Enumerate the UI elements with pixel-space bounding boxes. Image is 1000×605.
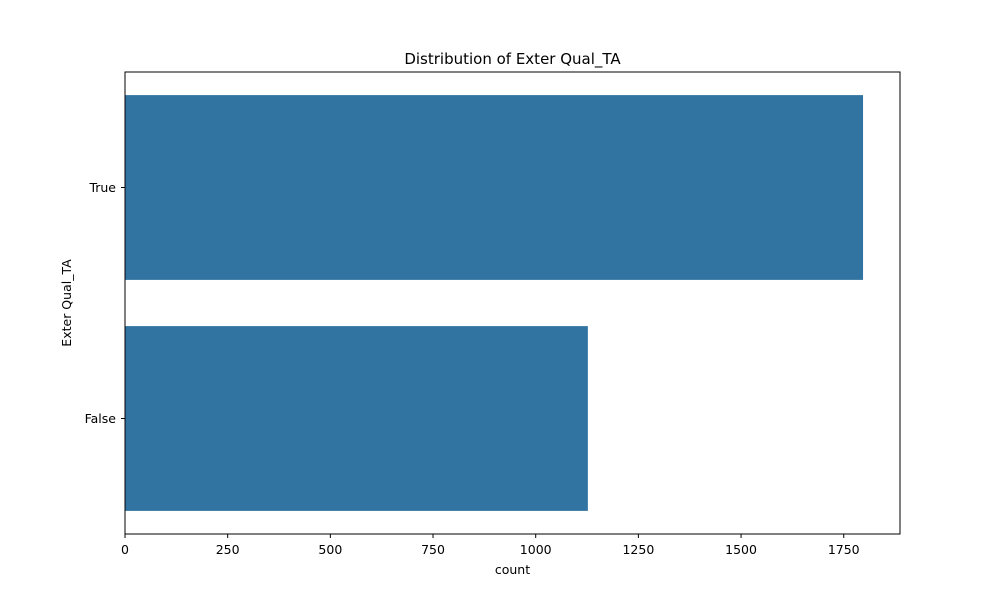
chart-title: Distribution of Exter Qual_TA [404,50,621,69]
y-axis-ticks: True False [85,180,125,426]
x-axis-ticks: 0 250 500 750 1000 1250 1500 1750 [121,534,860,557]
bars-layer [125,95,864,511]
x-tick-label: 750 [421,542,445,557]
x-tick-label: 1500 [725,542,757,557]
x-tick-label: 1000 [520,542,552,557]
x-tick-label: 1750 [828,542,860,557]
y-tick-label: True [88,180,116,195]
bar-false [125,326,588,511]
bar-true [125,95,864,280]
x-tick-label: 0 [121,542,129,557]
plot-frame [124,71,901,535]
x-tick-label: 500 [318,542,342,557]
x-axis-title: count [495,562,530,577]
y-axis-title: Exter Qual_TA [59,259,74,347]
x-tick-label: 250 [216,542,240,557]
y-tick-label: False [85,411,117,426]
x-tick-label: 1250 [622,542,654,557]
